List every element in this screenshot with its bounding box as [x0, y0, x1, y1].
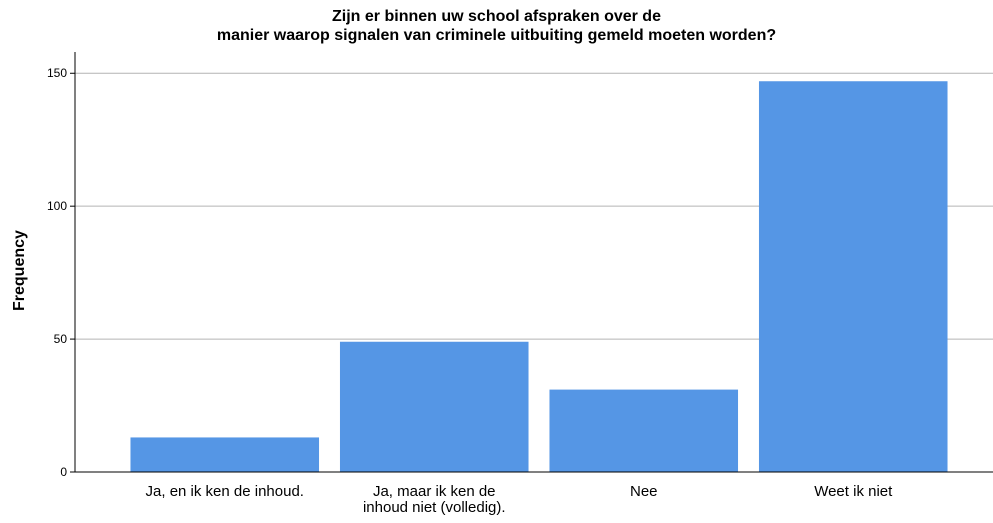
- x-tick-label: Ja, en ik ken de inhoud.: [145, 483, 304, 500]
- bar: [130, 437, 320, 472]
- chart-title: manier waarop signalen van criminele uit…: [216, 27, 777, 44]
- chart-title: Zijn er binnen uw school afspraken over …: [332, 8, 661, 25]
- y-tick-label: 150: [46, 66, 67, 81]
- x-tick-label: Ja, maar ik ken de inhoud niet (volledig…: [362, 483, 506, 516]
- x-tick-label: Nee: [629, 483, 658, 500]
- bar: [549, 389, 739, 472]
- y-tick-label: 50: [53, 332, 67, 347]
- y-tick-label: 100: [46, 199, 67, 214]
- bar: [339, 341, 529, 472]
- bar: [758, 81, 948, 472]
- x-tick-label: Weet ik niet: [814, 483, 893, 500]
- y-tick-label: 0: [60, 465, 67, 479]
